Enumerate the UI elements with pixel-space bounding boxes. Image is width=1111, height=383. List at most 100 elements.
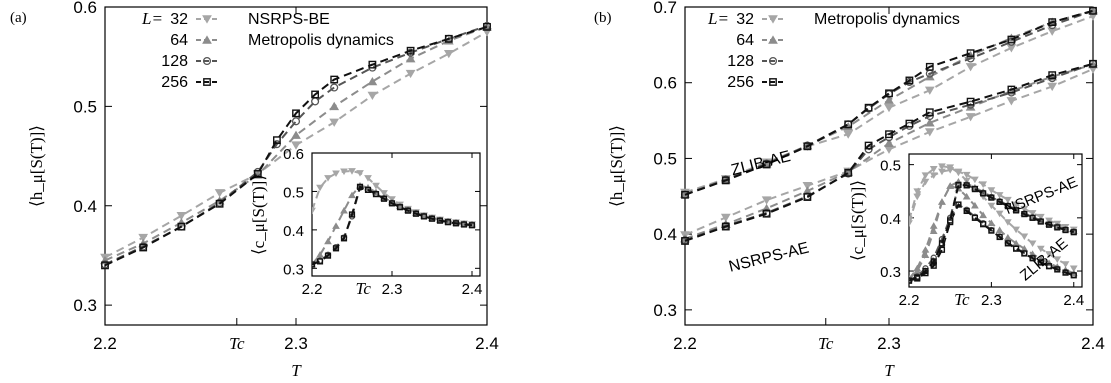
data-point (930, 258, 937, 265)
x-tick-label: 2.4 (1081, 334, 1105, 353)
data-point (412, 210, 420, 217)
data-point (905, 119, 914, 128)
data-point (913, 264, 922, 272)
data-point (938, 163, 946, 170)
x-axis-label: T (884, 361, 895, 380)
data-point (316, 251, 324, 258)
y-tick-label: 0.5 (653, 149, 677, 168)
y-tick-label: 0.5 (73, 97, 97, 116)
data-point (971, 186, 979, 193)
legend-size-label: 256 (727, 74, 754, 91)
data-point (914, 274, 921, 281)
data-point (843, 130, 854, 139)
data-point (1053, 256, 1062, 264)
data-point (921, 246, 930, 253)
data-point (681, 190, 689, 199)
series-line (684, 9, 1094, 196)
legend-size-label: 32 (736, 11, 754, 28)
data-point (971, 176, 979, 184)
series-nsrps-ae-256 (681, 59, 1097, 245)
legend-swatch-marker (768, 56, 778, 66)
data-point (329, 118, 340, 127)
data-point (332, 245, 340, 252)
data-point (1021, 250, 1028, 257)
data-point (966, 97, 975, 106)
y-tick-label: 0.3 (283, 261, 304, 278)
data-point (1012, 201, 1020, 209)
inset-y-axis-label: ⟨c_μ[S(T)]⟩ (848, 180, 867, 261)
data-point (938, 240, 946, 247)
data-point (324, 252, 332, 259)
data-point (909, 277, 913, 284)
series-zlib-ae-256 (681, 6, 1097, 199)
data-point (1036, 245, 1045, 253)
data-point (761, 196, 772, 205)
data-point (316, 184, 324, 192)
data-point (1029, 255, 1036, 262)
data-point (364, 186, 372, 194)
x-tick-label: 2.2 (93, 334, 117, 353)
x-tick-label: 2.2 (302, 281, 323, 298)
x-tick-label: 2.4 (462, 281, 483, 298)
data-point (987, 219, 996, 227)
data-point (962, 192, 971, 200)
data-point (922, 267, 929, 275)
data-point (681, 237, 689, 245)
data-point (762, 209, 771, 218)
data-point (1037, 218, 1044, 225)
data-point (1012, 226, 1020, 234)
data-point (443, 50, 454, 59)
data-point (312, 261, 316, 268)
data-point (909, 220, 913, 227)
data-point (884, 138, 894, 147)
data-point (938, 168, 946, 176)
data-point (1037, 259, 1044, 266)
data-point (721, 222, 730, 231)
data-point (844, 120, 853, 129)
data-point (460, 221, 468, 228)
inset-b: 2.2 2.3 2.40.30.40.5Tc⟨c_μ[S(T)]⟩ NSRPS-AEZ… (848, 153, 1084, 309)
data-point (138, 233, 149, 243)
legend-size-prefix: L= (141, 9, 163, 28)
data-point (330, 75, 339, 84)
data-point (864, 141, 873, 150)
y-tick-label: 0.4 (880, 211, 901, 228)
data-point (1045, 263, 1053, 270)
y-tick-label: 0.5 (283, 184, 304, 201)
data-point (924, 128, 935, 137)
data-point (1028, 240, 1037, 248)
data-point (348, 211, 356, 218)
data-point (1062, 269, 1069, 276)
panel-b: (b) 2.2 2.3 2.4 0.3 0.4 0.5 0.6 0.7 Tc T ⟨h_μ[S(T)]… (594, 0, 1105, 380)
data-point (979, 211, 988, 219)
data-point (966, 49, 975, 58)
x-tick-label: 2.4 (1063, 292, 1084, 309)
data-point (1003, 196, 1012, 204)
data-point (965, 63, 976, 72)
data-point (316, 258, 324, 265)
series-line (104, 25, 488, 267)
data-point (273, 136, 281, 145)
data-point (913, 188, 922, 195)
data-point (215, 199, 224, 208)
data-point (340, 206, 348, 214)
data-point (364, 175, 372, 182)
data-point (721, 176, 730, 185)
series-32 (100, 28, 492, 263)
data-point (924, 118, 935, 127)
data-point (1062, 226, 1069, 234)
panel-label: (a) (10, 10, 27, 26)
legend-size-label: 256 (161, 74, 188, 91)
data-point (332, 170, 340, 178)
data-point (483, 22, 491, 31)
data-point (913, 193, 922, 201)
series-nsrps-ae-32 (909, 167, 1078, 234)
legend-size-label: 64 (736, 32, 754, 49)
data-point (963, 182, 970, 189)
y-tick-label: 0.6 (73, 0, 97, 17)
data-point (372, 182, 380, 190)
data-point (1048, 18, 1057, 27)
data-point (404, 207, 412, 214)
series-256 (101, 22, 491, 270)
y-tick-label: 0.3 (73, 296, 97, 315)
